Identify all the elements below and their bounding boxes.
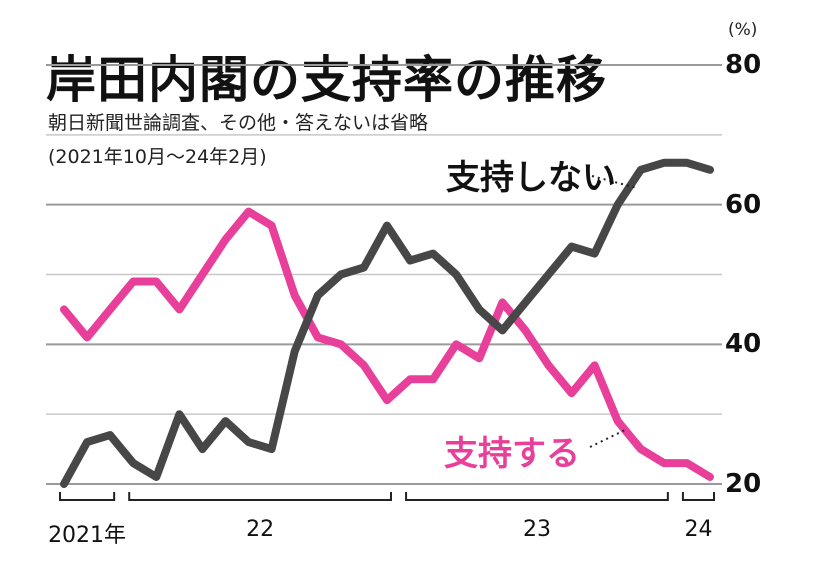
x-axis — [59, 492, 715, 501]
x-period-bracket — [128, 492, 392, 501]
period-note: (2021年10月～24年2月) — [48, 146, 267, 168]
series-label-support: 支持する — [444, 434, 580, 474]
chart-title: 岸田内閣の支持率の推移 — [46, 51, 607, 109]
x-tick-label: 2021年 — [48, 523, 127, 548]
x-period-bracket — [681, 492, 715, 501]
y-tick-label: 60 — [725, 189, 762, 220]
series-line-support — [60, 207, 714, 481]
label-leader-nonsupport — [591, 175, 638, 189]
y-tick-label: 80 — [725, 50, 762, 80]
x-tick-label: 23 — [522, 517, 551, 542]
y-unit-label: (%) — [728, 20, 758, 40]
series-lines — [60, 158, 714, 488]
series-label-nonsupport: 支持しない — [446, 158, 616, 198]
label-leader-support — [589, 429, 626, 448]
x-tick-label: 24 — [684, 517, 713, 542]
series-line-nonsupport — [60, 158, 714, 488]
y-tick-label: 20 — [725, 469, 762, 499]
x-period-bracket — [59, 492, 116, 501]
chart-subtitle: 朝日新聞世論調査、その他・答えないは省略 — [48, 112, 429, 134]
y-tick-label: 40 — [725, 329, 762, 360]
grid — [46, 64, 722, 485]
x-period-bracket — [405, 492, 669, 501]
x-tick-label: 22 — [246, 517, 275, 542]
